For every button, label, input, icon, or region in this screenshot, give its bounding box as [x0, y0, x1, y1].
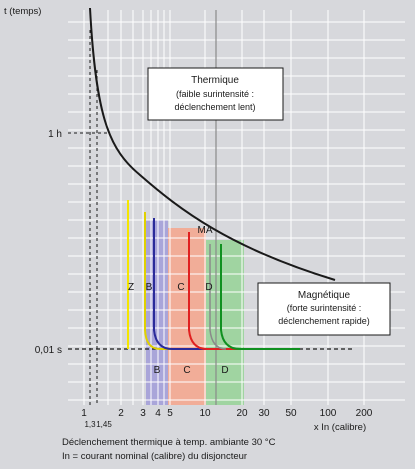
c-band-label: C: [183, 365, 190, 376]
thermal-line1: (faible surintensité :: [176, 89, 254, 99]
b-curve: [153, 218, 215, 350]
z-label: Z: [128, 282, 134, 293]
x-axis-title: x In (calibre): [314, 422, 366, 433]
c-curve: [188, 232, 250, 350]
x-tick-1-3: 1,3: [84, 420, 96, 429]
x-tick-1-45: 1,45: [96, 420, 112, 429]
z-curve-tail: [144, 212, 200, 350]
d-curve-label: D: [205, 282, 212, 293]
b-band-label: B: [154, 365, 161, 376]
footnote-line2: In = courant nominal (calibre) du disjon…: [62, 451, 247, 462]
magnetic-line2: déclenchement rapide): [278, 316, 370, 326]
thermal-box: [147, 67, 284, 121]
magnetic-box: [257, 282, 391, 336]
x-tick-20: 20: [236, 408, 248, 419]
y-axis-title: t (temps): [4, 6, 41, 17]
d-band-label: D: [221, 365, 228, 376]
x-tick-1: 1: [81, 408, 87, 419]
x-tick-30: 30: [258, 408, 270, 419]
c-band: [168, 228, 206, 405]
x-tick-10: 10: [199, 408, 211, 419]
y-tick-1h: 1 h: [48, 129, 62, 140]
x-tick-100: 100: [320, 408, 337, 419]
x-tick-labels: 1 2 3 4 5 10 20 30 50 100 200 1,3 1,45: [81, 408, 373, 429]
thermal-title: Thermique: [191, 75, 239, 86]
thermal-line2: déclenchement lent): [174, 102, 255, 112]
footnote-line1: Déclenchement thermique à temp. ambiante…: [62, 437, 276, 448]
x-tick-4: 4: [155, 408, 161, 419]
magnetic-title: Magnétique: [298, 290, 351, 301]
thermal-curve: [89, 7, 336, 281]
x-tick-2: 2: [118, 408, 124, 419]
y-tick-0-01s: 0,01 s: [35, 345, 62, 356]
c-curve-label: C: [177, 282, 184, 293]
b-curve-label: B: [146, 282, 153, 293]
d-band: [206, 240, 244, 405]
b-band: [146, 220, 168, 405]
x-tick-3: 3: [140, 408, 146, 419]
d-curve: [220, 244, 300, 350]
ma-curve: [209, 244, 227, 350]
magnetic-line1: (forte surintensité :: [287, 303, 362, 313]
ma-label: MA: [198, 225, 213, 236]
x-tick-50: 50: [285, 408, 297, 419]
x-tick-5: 5: [167, 408, 173, 419]
x-tick-200: 200: [356, 408, 373, 419]
